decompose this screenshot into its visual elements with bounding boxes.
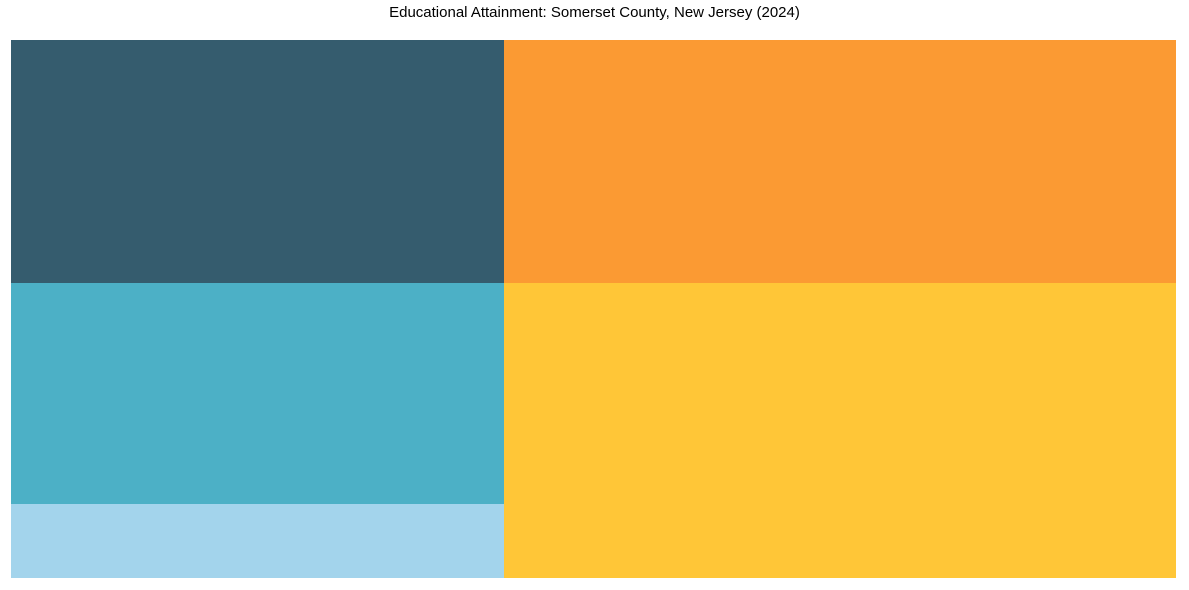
treemap-tile-4[interactable] bbox=[504, 283, 1176, 578]
treemap-tile-2[interactable] bbox=[504, 40, 1176, 283]
treemap-tile-3[interactable] bbox=[11, 283, 504, 504]
page-title: Educational Attainment: Somerset County,… bbox=[389, 4, 800, 21]
treemap-tile-1[interactable] bbox=[11, 40, 504, 283]
treemap-tile-5[interactable] bbox=[11, 504, 504, 578]
treemap-plot-area bbox=[11, 40, 1176, 578]
